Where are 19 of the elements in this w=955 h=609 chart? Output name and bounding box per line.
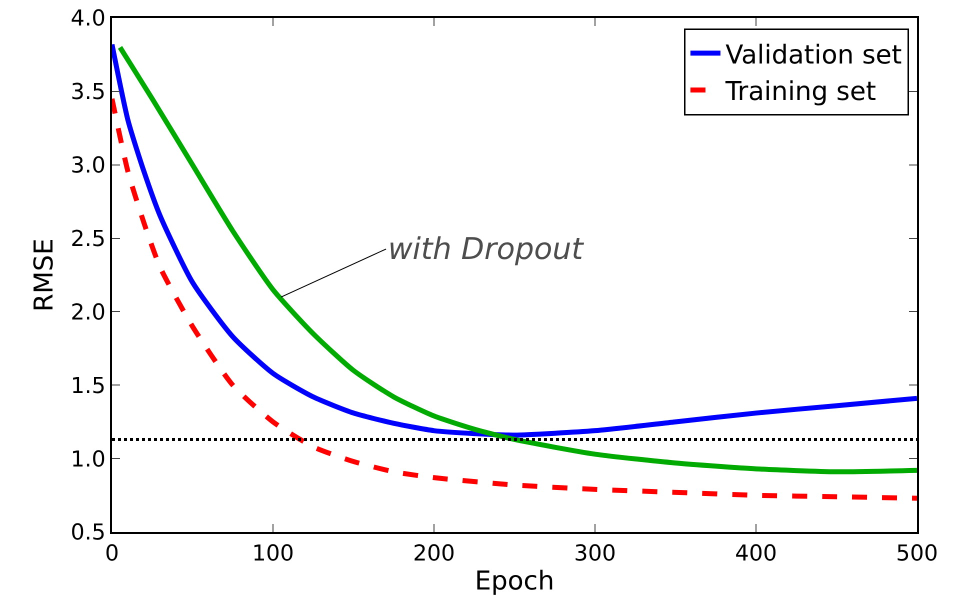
x-tick-label: 200 — [413, 541, 455, 566]
y-tick-label: 4.0 — [70, 6, 106, 32]
y-tick-label: 3.5 — [70, 80, 106, 106]
y-tick-label: 1.0 — [70, 447, 106, 472]
x-tick-label: 100 — [252, 541, 294, 566]
y-tick-label: 0.5 — [70, 520, 106, 546]
y-tick-label: 3.0 — [70, 154, 106, 179]
legend-label: Validation set — [725, 40, 902, 70]
y-tick-label: 2.5 — [70, 226, 106, 252]
x-tick-label: 500 — [896, 541, 938, 566]
x-tick-label: 300 — [574, 541, 616, 566]
annotation: with Dropout — [388, 232, 584, 267]
x-axis-title: Epoch — [474, 566, 554, 597]
y-tick-label: 1.5 — [70, 374, 106, 399]
x-tick-label: 0 — [105, 541, 119, 566]
x-tick-label: 400 — [735, 541, 777, 566]
legend-label: Training set — [724, 77, 876, 108]
y-axis-title: RMSE — [30, 238, 60, 312]
y-tick-label: 2.0 — [70, 300, 106, 326]
